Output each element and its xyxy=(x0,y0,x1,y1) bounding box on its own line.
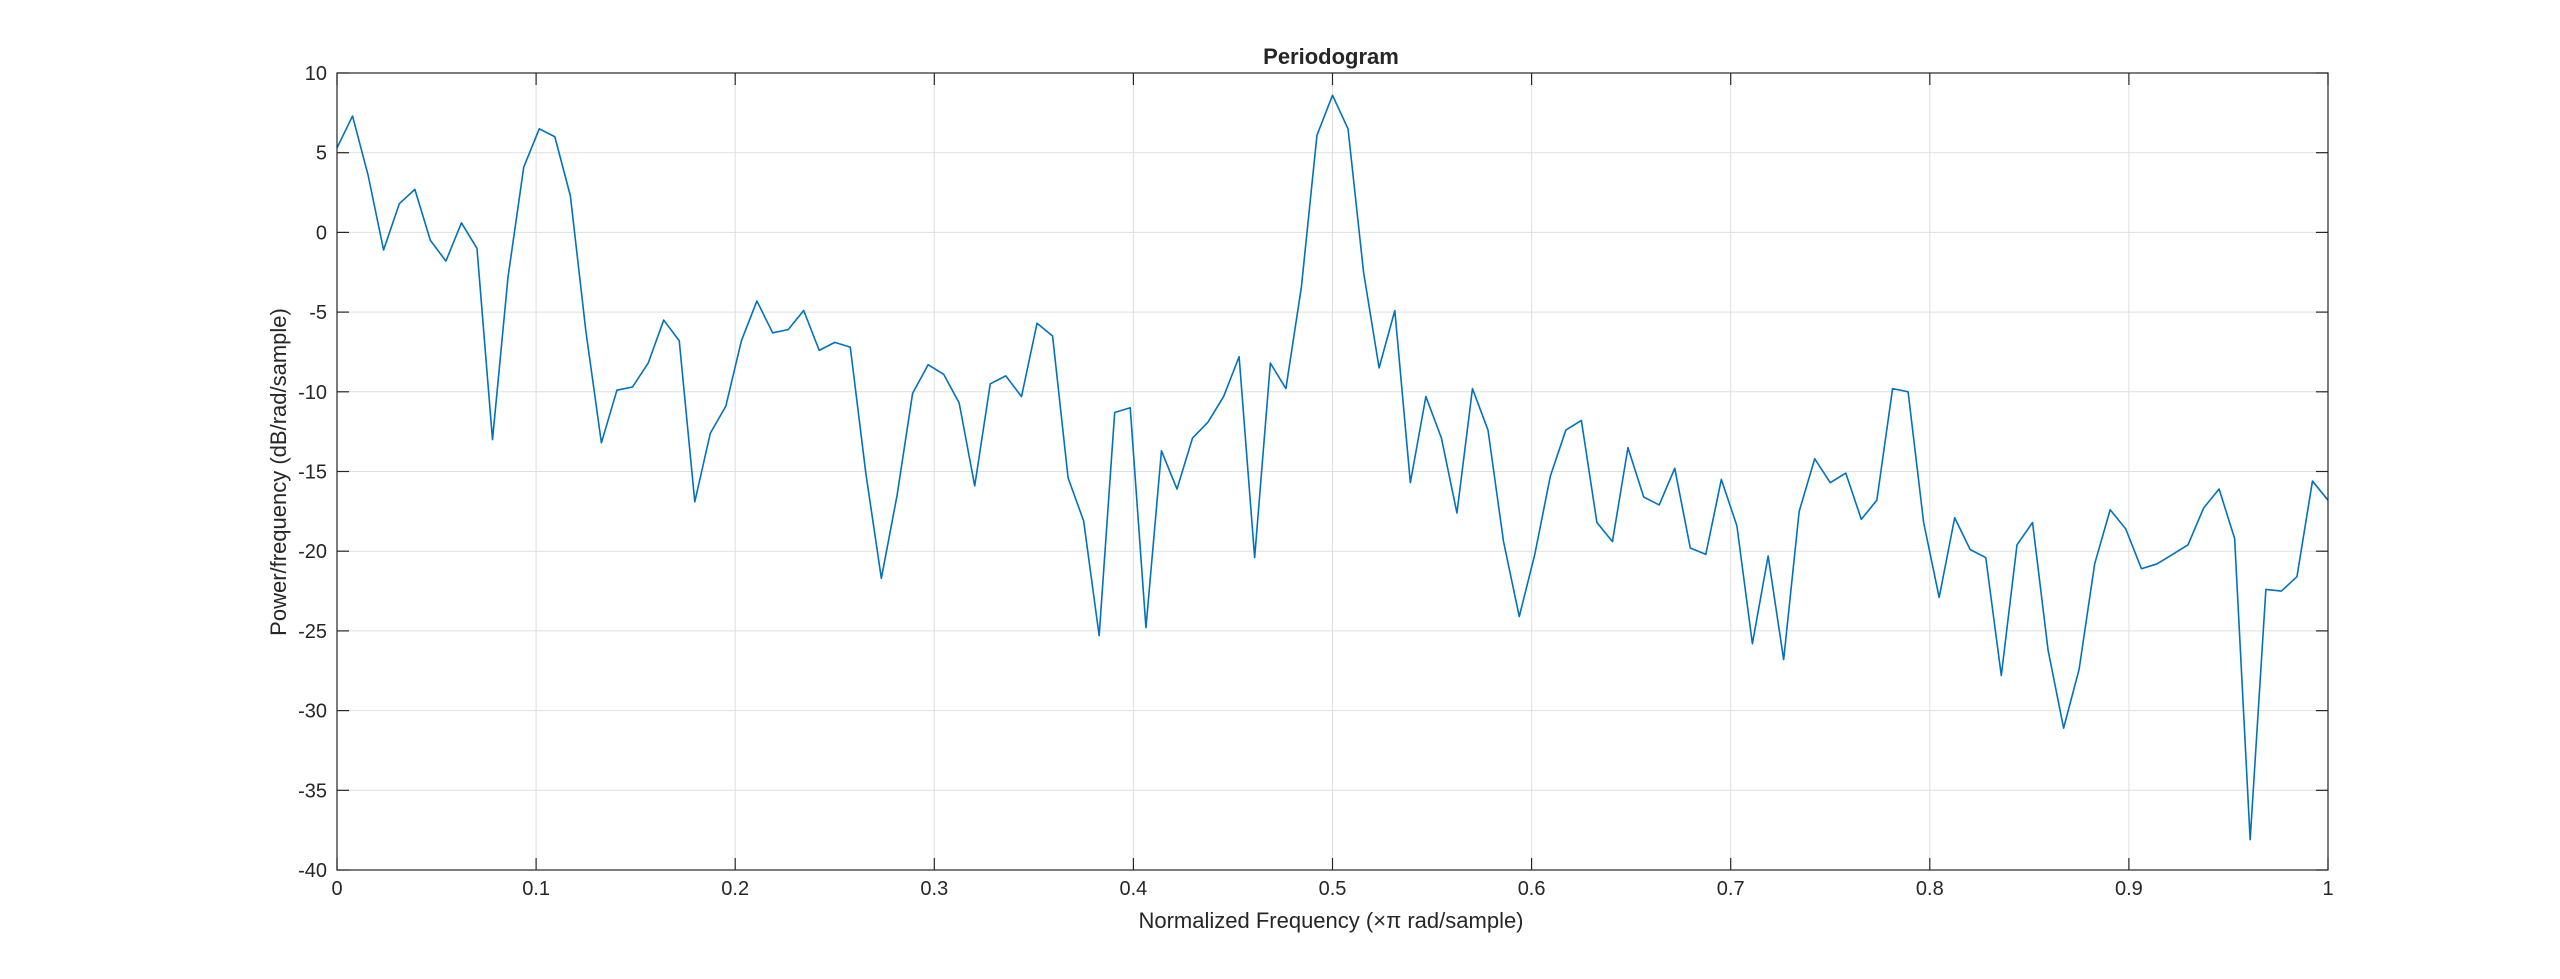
y-tick-label: -10 xyxy=(298,382,327,404)
x-tick-label: 0.3 xyxy=(920,878,948,900)
x-tick-label: 0.8 xyxy=(1916,878,1944,900)
x-tick-label: 1 xyxy=(2322,878,2333,900)
x-tick-label: 0.1 xyxy=(522,878,550,900)
x-tick-label: 0.4 xyxy=(1119,878,1147,900)
x-tick-label: 0.5 xyxy=(1319,878,1347,900)
y-tick-label: -35 xyxy=(298,780,327,802)
x-tick-label: 0.7 xyxy=(1717,878,1745,900)
y-tick-label: -40 xyxy=(298,860,327,882)
y-tick-label: -20 xyxy=(298,541,327,563)
y-tick-label: 0 xyxy=(316,222,327,244)
series-layer xyxy=(336,94,2329,841)
y-tick-label: -25 xyxy=(298,621,327,643)
ticks: 0 0.1 0.2 0.3 0.4 0.5 0.6 0.7 0.8 0.9 1 -40 -35 -30 -2… xyxy=(298,63,2333,900)
y-axis-label: Power/frequency (dB/rad/sample) xyxy=(266,308,291,636)
x-tick-label: 0 xyxy=(331,878,342,900)
y-tick-label: 10 xyxy=(305,63,327,85)
y-tick-label: -30 xyxy=(298,701,327,723)
y-tick-label: -5 xyxy=(309,302,327,324)
series-line xyxy=(336,94,2329,841)
x-tick-label: 0.2 xyxy=(721,878,749,900)
x-tick-label: 0.9 xyxy=(2115,878,2143,900)
y-tick-label: -15 xyxy=(298,462,327,484)
x-axis-label: Normalized Frequency (×π rad/sample) xyxy=(1138,908,1523,933)
x-tick-label: 0.6 xyxy=(1518,878,1546,900)
y-tick-label: 5 xyxy=(316,143,327,165)
chart-title: Periodogram xyxy=(1263,44,1399,69)
